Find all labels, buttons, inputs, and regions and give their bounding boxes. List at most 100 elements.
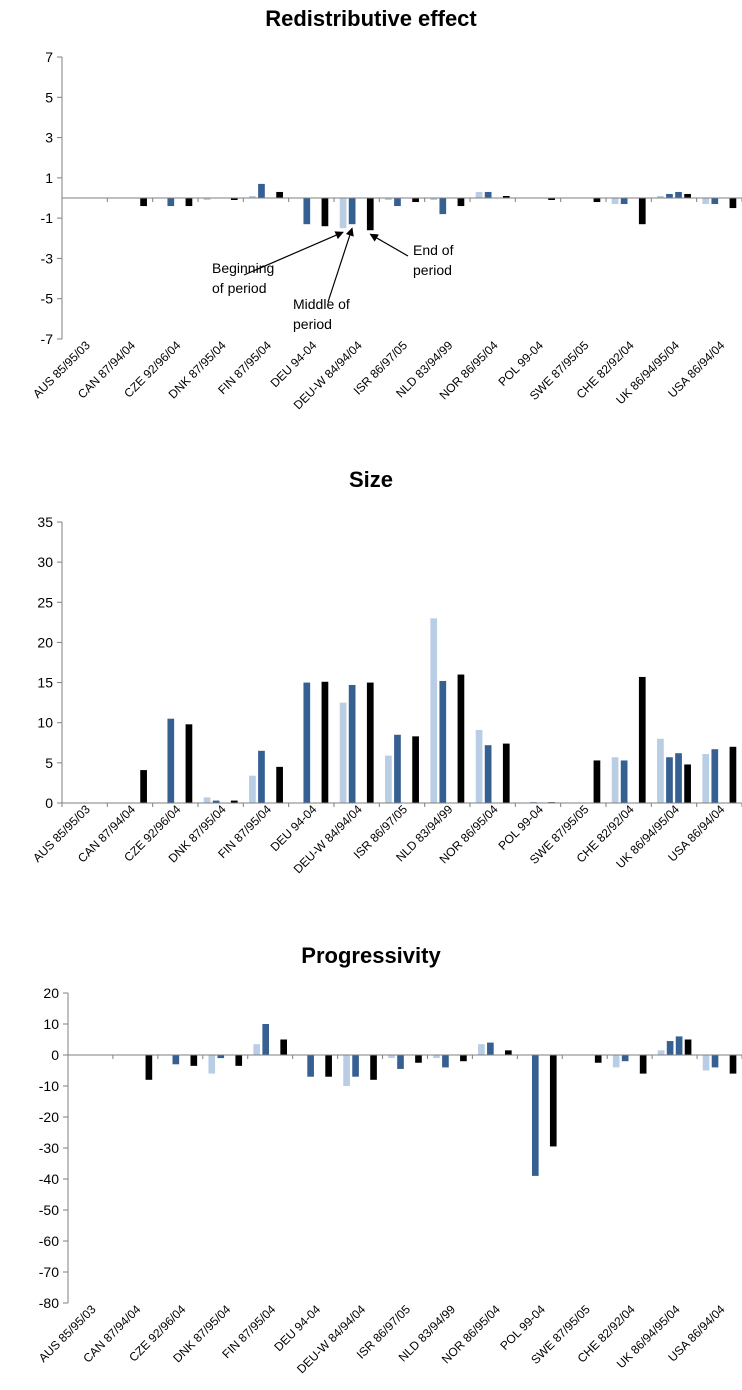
- bar: [484, 191, 492, 198]
- bar: [611, 198, 619, 205]
- y-tick-label: -80: [39, 1295, 59, 1311]
- bar: [253, 1044, 261, 1055]
- bar: [639, 1055, 647, 1074]
- bar: [230, 800, 238, 803]
- bar: [140, 770, 147, 803]
- y-tick-label: -30: [39, 1140, 59, 1156]
- bar: [439, 680, 447, 803]
- bar: [348, 684, 356, 803]
- bar: [276, 191, 283, 198]
- y-tick-label: 15: [37, 675, 53, 691]
- bar: [711, 749, 719, 803]
- y-tick-label: -50: [39, 1202, 59, 1218]
- bar: [217, 1055, 225, 1059]
- bar: [303, 682, 311, 803]
- bar: [394, 198, 401, 207]
- bar: [303, 198, 311, 225]
- annotation-label: of period: [212, 280, 266, 296]
- annotation-arrow: [369, 233, 409, 257]
- y-tick-label: 35: [37, 514, 53, 530]
- bar: [385, 198, 392, 201]
- annotation-arrow: [327, 227, 354, 303]
- bar: [366, 198, 374, 231]
- bar: [430, 198, 438, 201]
- bar: [487, 1042, 494, 1055]
- bar: [366, 682, 374, 803]
- bar: [475, 191, 483, 198]
- bar: [230, 198, 238, 201]
- bar: [249, 775, 256, 803]
- bar: [548, 198, 555, 201]
- bar: [549, 1055, 557, 1147]
- bar: [442, 1055, 449, 1068]
- bar: [729, 1055, 737, 1074]
- bar: [505, 1050, 512, 1055]
- bar: [594, 1055, 602, 1063]
- bar: [348, 198, 356, 225]
- y-tick-label: 30: [37, 554, 53, 570]
- y-tick-label: -1: [41, 210, 54, 226]
- y-tick-label: 20: [37, 634, 53, 650]
- bar: [167, 718, 175, 803]
- bar: [711, 198, 719, 205]
- bar: [531, 1055, 539, 1176]
- bar: [684, 193, 691, 198]
- y-tick-label: -5: [41, 291, 54, 307]
- bar: [666, 757, 673, 803]
- annotation-label: period: [293, 316, 332, 332]
- bar: [167, 198, 175, 207]
- bar: [620, 760, 628, 803]
- bar: [702, 1055, 710, 1071]
- bar: [439, 198, 447, 215]
- bar: [593, 198, 601, 203]
- bar: [675, 191, 682, 198]
- bar: [394, 734, 401, 803]
- y-tick-label: 5: [45, 89, 53, 105]
- bar: [638, 198, 646, 225]
- bar: [666, 1041, 674, 1055]
- bar: [675, 1036, 683, 1055]
- bar: [457, 674, 465, 803]
- bar: [657, 195, 664, 198]
- bar: [280, 1039, 287, 1055]
- annotation-label: Beginning: [212, 260, 274, 276]
- bar: [307, 1055, 314, 1077]
- annotation-arrow: [243, 231, 344, 276]
- bar: [675, 753, 682, 803]
- annotation-label: End of: [413, 242, 454, 258]
- bar: [262, 1024, 270, 1055]
- bar: [430, 618, 438, 803]
- bar: [370, 1055, 377, 1080]
- bar: [684, 764, 691, 803]
- bar: [203, 797, 211, 803]
- annotation-label: Middle of: [293, 296, 350, 312]
- bar: [684, 1039, 692, 1055]
- bar: [478, 1044, 485, 1055]
- y-tick-label: -40: [39, 1171, 59, 1187]
- y-tick-label: 0: [45, 795, 53, 811]
- bar: [325, 1055, 332, 1077]
- bar: [321, 198, 329, 227]
- y-tick-label: 10: [37, 715, 53, 731]
- redistributive-effect-chart: Redistributive effect 7 5 3 1 -1 -3 -5 -7 AUS 85…: [0, 0, 742, 440]
- bar: [321, 681, 329, 803]
- bar: [190, 1055, 198, 1066]
- bar: [460, 1055, 467, 1062]
- y-tick-label: -60: [39, 1233, 59, 1249]
- y-tick-label: 0: [51, 1047, 59, 1063]
- bar: [258, 750, 265, 803]
- bar: [415, 1055, 422, 1063]
- bar: [412, 736, 419, 803]
- y-tick-label: 25: [37, 594, 53, 610]
- y-tick-label: 3: [45, 130, 53, 146]
- bar: [702, 198, 710, 205]
- y-tick-label: -70: [39, 1264, 59, 1280]
- size-chart: Size 35 30 25 20 15 10 5 0 AUS 85/95/03 CAN 87/94…: [30, 467, 742, 876]
- bar: [388, 1055, 395, 1059]
- bar: [666, 193, 673, 198]
- chart-title: Redistributive effect: [265, 6, 477, 31]
- y-tick-label: -10: [39, 1078, 59, 1094]
- y-tick-label: -3: [41, 250, 54, 266]
